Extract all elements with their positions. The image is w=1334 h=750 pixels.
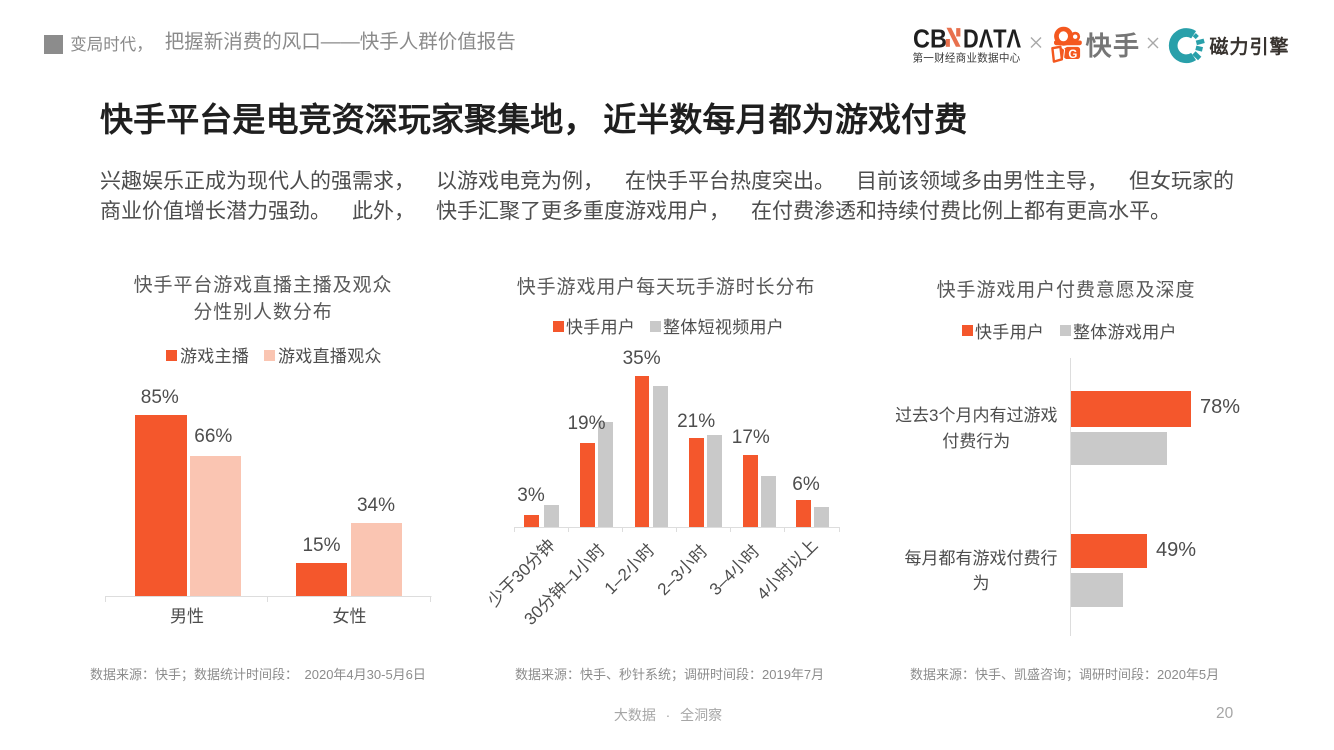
svg-text:G: G — [1068, 49, 1077, 61]
svg-text:快手: 快手 — [1086, 31, 1141, 61]
svg-text:CB: CB — [913, 24, 947, 54]
svg-text:DΛTΛ: DΛTΛ — [963, 24, 1022, 54]
svg-text:第一财经商业数据中心: 第一财经商业数据中心 — [913, 52, 1021, 65]
svg-text:磁力引擎: 磁力引擎 — [1210, 35, 1290, 58]
